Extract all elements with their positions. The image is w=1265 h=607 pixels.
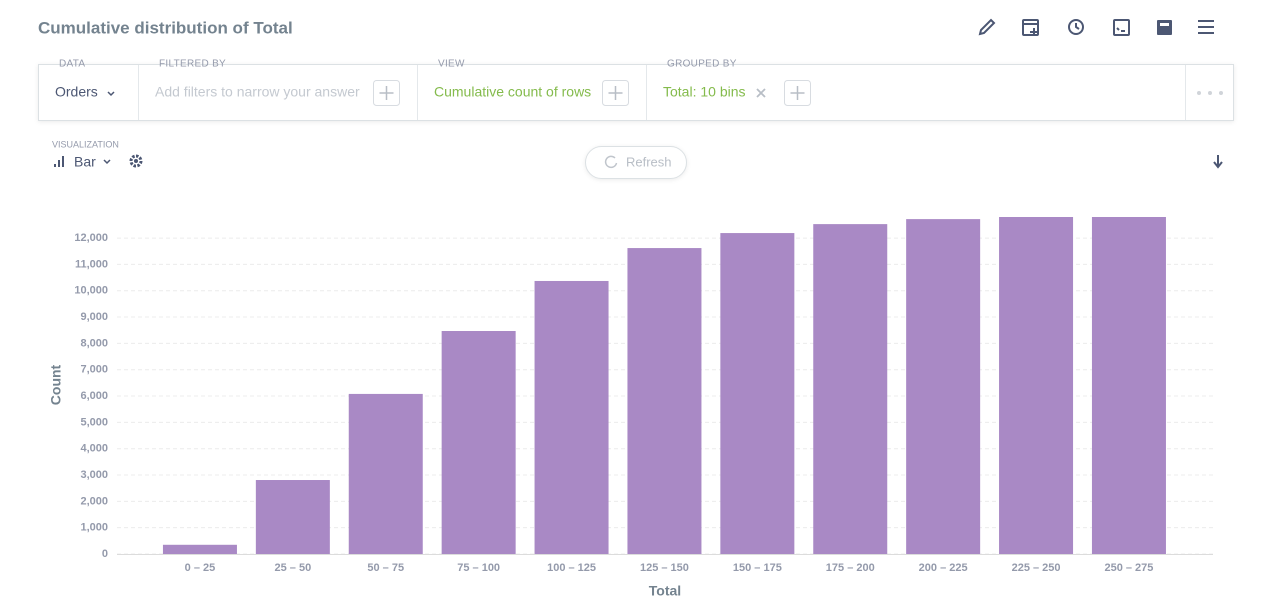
y-tick-label: 8,000: [80, 337, 108, 349]
y-axis-label: Count: [48, 364, 64, 405]
x-tick-label: 175 – 200: [826, 562, 875, 574]
bar: [999, 217, 1074, 554]
section-label: GROUPED BY: [667, 59, 737, 70]
x-tick-label: 100 – 125: [547, 562, 596, 574]
bar: [720, 233, 795, 554]
filter-placeholder[interactable]: Add filters to narrow your answer: [155, 84, 360, 100]
add-filter-button[interactable]: [373, 80, 400, 106]
data-source[interactable]: Orders: [55, 84, 98, 100]
x-tick-label: 225 – 250: [1012, 562, 1061, 574]
y-tick-label: 9,000: [80, 311, 108, 323]
y-tick-label: 10,000: [74, 285, 108, 297]
add-to-dashboard-icon[interactable]: [1022, 19, 1039, 36]
chevron: [103, 159, 111, 165]
section-label: VIEW: [438, 59, 465, 70]
visualization-label: VISUALIZATION: [52, 139, 119, 149]
add-group-button[interactable]: [784, 80, 811, 106]
menu-icon[interactable]: [1198, 20, 1214, 34]
download-icon[interactable]: [1213, 155, 1223, 169]
bar: [441, 331, 516, 554]
edit-icon[interactable]: [978, 18, 996, 36]
y-tick-label: 3,000: [80, 469, 108, 481]
y-tick-label: 5,000: [80, 416, 108, 428]
x-tick-label: 150 – 175: [733, 562, 782, 574]
y-tick-label: 12,000: [74, 232, 108, 244]
sql-icon[interactable]: [1113, 19, 1130, 36]
x-axis-label: Total: [649, 583, 681, 599]
refresh-label[interactable]: Refresh: [626, 154, 672, 169]
visualization-picker[interactable]: Bar: [74, 154, 96, 170]
page-title: Cumulative distribution of Total: [38, 18, 293, 37]
notebook-icon[interactable]: [1157, 20, 1172, 35]
x-tick-label: 0 – 25: [185, 562, 216, 574]
x-tick-label: 200 – 225: [919, 562, 968, 574]
group-value[interactable]: Total: 10 bins: [663, 84, 746, 100]
y-tick-label: 6,000: [80, 390, 108, 402]
bar: [162, 544, 237, 554]
query-bar: [38, 64, 1234, 121]
y-tick-label: 11,000: [75, 258, 108, 270]
x-tick-label: 125 – 150: [640, 562, 689, 574]
refresh-button[interactable]: [585, 146, 687, 179]
bar: [1091, 217, 1166, 554]
y-tick-label: 4,000: [80, 443, 108, 455]
section-label: DATA: [59, 59, 85, 70]
x-tick-label: 250 – 275: [1104, 562, 1153, 574]
x-tick-label: 50 – 75: [367, 562, 404, 574]
y-tick-label: 1,000: [80, 522, 108, 534]
bar: [534, 280, 609, 554]
add-view-button[interactable]: [602, 80, 629, 106]
y-tick-label: 2,000: [80, 495, 108, 507]
bar: [813, 224, 888, 555]
remove-group[interactable]: [756, 88, 766, 98]
y-tick-label: 0: [102, 548, 108, 560]
more-button[interactable]: [1197, 91, 1223, 95]
bar-icon: [54, 156, 64, 167]
bar: [348, 393, 423, 554]
x-tick-label: 25 – 50: [274, 562, 311, 574]
section-label: FILTERED BY: [159, 59, 226, 70]
bar: [627, 248, 702, 554]
settings-icon[interactable]: [129, 154, 143, 168]
x-tick-label: 75 – 100: [457, 562, 500, 574]
bar: [255, 480, 330, 554]
chart: Total Count 0 1,000 2,000 3,000 4,000 5,000 6,…: [48, 217, 1213, 599]
view-value[interactable]: Cumulative count of rows: [434, 84, 591, 100]
chevron: [107, 91, 115, 97]
y-tick-label: 7,000: [80, 364, 108, 376]
history-icon[interactable]: [1068, 19, 1084, 35]
bar: [906, 219, 981, 554]
